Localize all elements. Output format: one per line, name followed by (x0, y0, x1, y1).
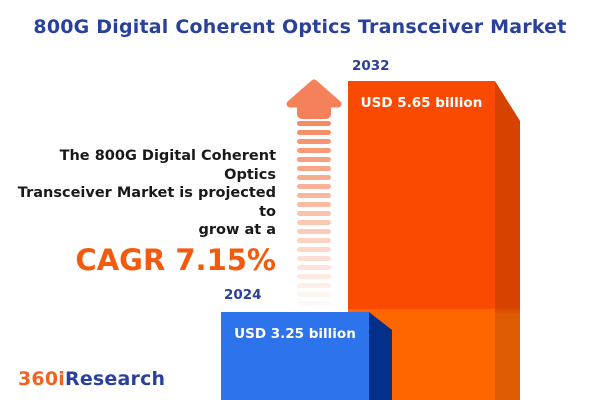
intro-line-2: Transceiver Market is projected to (17, 185, 276, 220)
growth-arrow-icon (285, 79, 343, 311)
bar-2032-year-label: 2032 (352, 58, 390, 74)
logo-suffix: Research (64, 368, 166, 390)
intro-block: The 800G Digital Coherent Optics Transce… (16, 147, 276, 275)
intro-line-1: The 800G Digital Coherent Optics (59, 148, 276, 183)
growth-arrow-stripes (297, 121, 331, 310)
logo-prefix: 360i (18, 368, 65, 390)
bar-2032-side-face (495, 81, 520, 400)
arrow-head-icon (286, 79, 342, 119)
bar-2024-value-label: USD 3.25 billion (234, 326, 356, 342)
cagr-value: CAGR 7.15% (75, 242, 276, 277)
logo: 360iResearch (18, 368, 165, 390)
bar-2024-side-face (369, 312, 392, 400)
bar-2032-value-label: USD 5.65 billion (360, 95, 483, 111)
bar-2024-year-label: 2024 (224, 287, 262, 303)
intro-line-3: grow at a (198, 222, 276, 238)
bar-2024 (221, 312, 369, 400)
page-title: 800G Digital Coherent Optics Transceiver… (33, 16, 567, 38)
